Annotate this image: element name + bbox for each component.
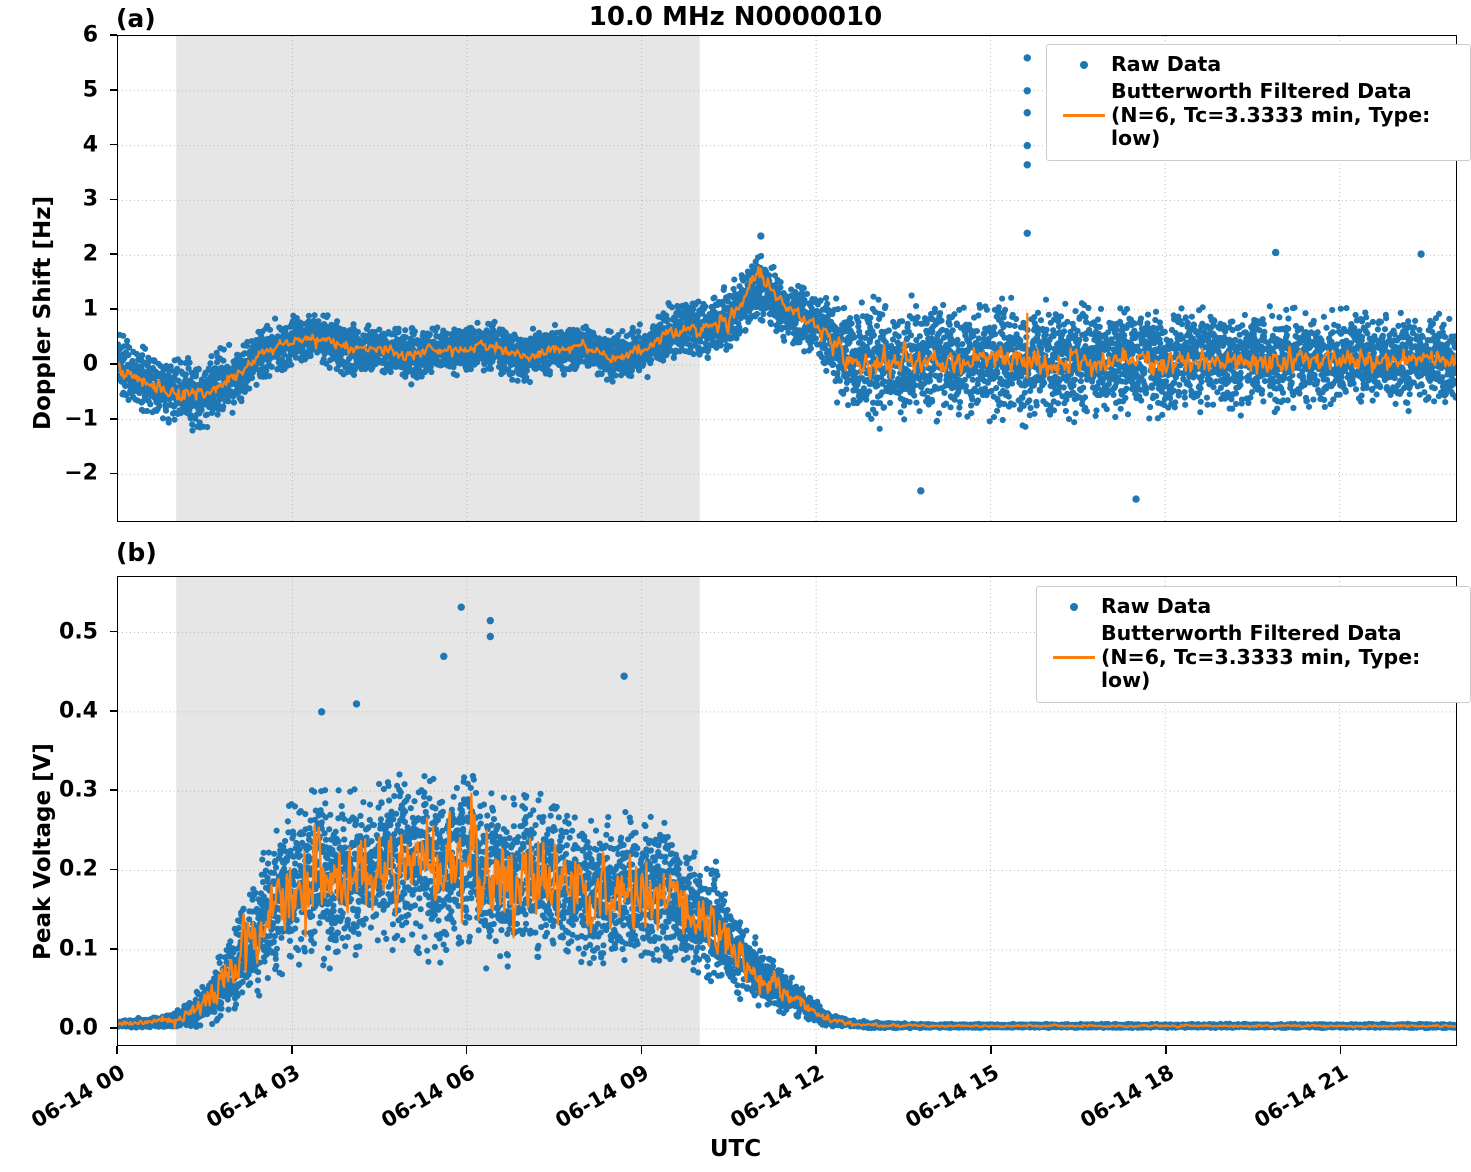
y-tick-mark [110,308,117,310]
y-tick-label: 0.3 [10,778,98,803]
x-tick-mark [116,1046,118,1054]
y-tick-label: 0.2 [10,857,98,882]
y-tick-mark [110,363,117,365]
x-tick-label: 06-14 09 [532,1060,653,1144]
scatter-marker-icon [1047,603,1101,611]
x-tick-label: 06-14 12 [707,1060,828,1144]
y-tick-label: 0.1 [10,936,98,961]
y-tick-mark [110,1027,117,1029]
x-tick-mark [1165,1046,1167,1054]
y-tick-mark [110,199,117,201]
panel-b-ylabel: Peak Voltage [V] [30,743,56,960]
legend-label-raw: Raw Data [1111,53,1221,77]
panel-b-legend: Raw Data Butterworth Filtered Data (N=6,… [1036,586,1471,703]
line-marker-icon [1057,114,1111,117]
y-tick-mark [110,869,117,871]
y-tick-label: 2 [10,242,98,267]
x-tick-label: 06-14 06 [357,1060,478,1144]
y-tick-label: 0.4 [10,698,98,723]
x-tick-label: 06-14 00 [8,1060,129,1144]
y-tick-label: 0.0 [10,1016,98,1041]
y-tick-mark [110,34,117,36]
x-tick-mark [990,1046,992,1054]
y-tick-mark [110,710,117,712]
legend-label-filtered: Butterworth Filtered Data (N=6, Tc=3.333… [1101,622,1458,693]
panel-a-legend: Raw Data Butterworth Filtered Data (N=6,… [1046,44,1471,161]
y-tick-mark [110,789,117,791]
x-tick-label: 06-14 18 [1057,1060,1178,1144]
x-tick-mark [641,1046,643,1054]
panel-a-tag: (a) [116,4,156,33]
x-axis-label: UTC [0,1136,1471,1162]
legend-row-filtered: Butterworth Filtered Data (N=6, Tc=3.333… [1047,622,1458,693]
legend-label-filtered: Butterworth Filtered Data (N=6, Tc=3.333… [1111,80,1458,151]
y-tick-mark [110,89,117,91]
y-tick-mark [110,144,117,146]
legend-row-raw: Raw Data [1047,595,1458,619]
x-tick-label: 06-14 15 [882,1060,1003,1144]
x-tick-label: 06-14 03 [183,1060,304,1144]
y-tick-label: −2 [10,461,98,486]
y-tick-label: 4 [10,132,98,157]
x-tick-mark [1340,1046,1342,1054]
y-tick-label: 5 [10,77,98,102]
y-tick-mark [110,418,117,420]
y-tick-label: −1 [10,406,98,431]
scatter-marker-icon [1057,61,1111,69]
legend-row-raw: Raw Data [1057,53,1458,77]
legend-label-raw: Raw Data [1101,595,1211,619]
y-tick-mark [110,253,117,255]
y-tick-mark [110,473,117,475]
y-tick-mark [110,948,117,950]
panel-b-tag: (b) [116,538,157,567]
figure-title: 10.0 MHz N0000010 [0,2,1471,32]
y-tick-mark [110,631,117,633]
y-tick-label: 0 [10,351,98,376]
y-tick-label: 6 [10,23,98,48]
shaded-time-span [176,577,700,1045]
line-marker-icon [1047,656,1101,659]
legend-row-filtered: Butterworth Filtered Data (N=6, Tc=3.333… [1057,80,1458,151]
y-tick-label: 3 [10,187,98,212]
shaded-time-span [176,36,700,521]
y-tick-label: 1 [10,297,98,322]
y-tick-label: 0.5 [10,619,98,644]
x-tick-mark [815,1046,817,1054]
x-tick-mark [466,1046,468,1054]
x-tick-mark [291,1046,293,1054]
x-tick-label: 06-14 21 [1231,1060,1352,1144]
